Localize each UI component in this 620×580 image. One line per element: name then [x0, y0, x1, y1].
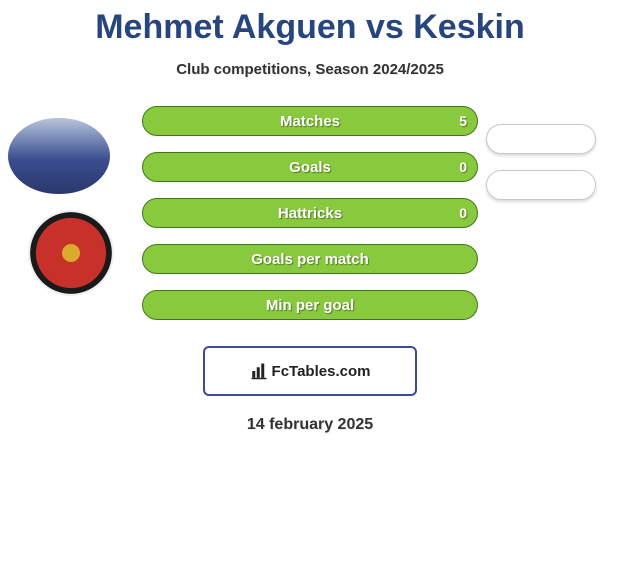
- player-2-club-badge: [28, 210, 114, 296]
- chart-icon: [250, 362, 268, 380]
- page-subtitle: Club competitions, Season 2024/2025: [0, 61, 620, 78]
- stat-label: Goals: [289, 159, 331, 176]
- stat-value-left: 5: [459, 113, 467, 129]
- stat-row: Hattricks 0: [142, 198, 478, 228]
- stat-value-right-pill: [486, 124, 596, 154]
- date-label: 14 february 2025: [0, 416, 620, 434]
- badge-text: [30, 212, 112, 294]
- player-1-avatar: [8, 118, 110, 194]
- stat-value-left: 0: [459, 205, 467, 221]
- stat-row: Goals 0: [142, 152, 478, 182]
- stat-row: Goals per match: [142, 244, 478, 274]
- stat-row: Matches 5: [142, 106, 478, 136]
- page-root: Mehmet Akguen vs Keskin Club competition…: [0, 0, 620, 580]
- site-label: FcTables.com: [272, 363, 371, 380]
- stat-label: Matches: [280, 113, 340, 130]
- stat-value-right-pill: [486, 170, 596, 200]
- stat-label: Min per goal: [266, 297, 354, 314]
- stat-value-left: 0: [459, 159, 467, 175]
- site-box[interactable]: FcTables.com: [203, 346, 417, 396]
- stat-label: Goals per match: [251, 251, 369, 268]
- page-title: Mehmet Akguen vs Keskin: [0, 0, 620, 47]
- stat-label: Hattricks: [278, 205, 342, 222]
- stat-row: Min per goal: [142, 290, 478, 320]
